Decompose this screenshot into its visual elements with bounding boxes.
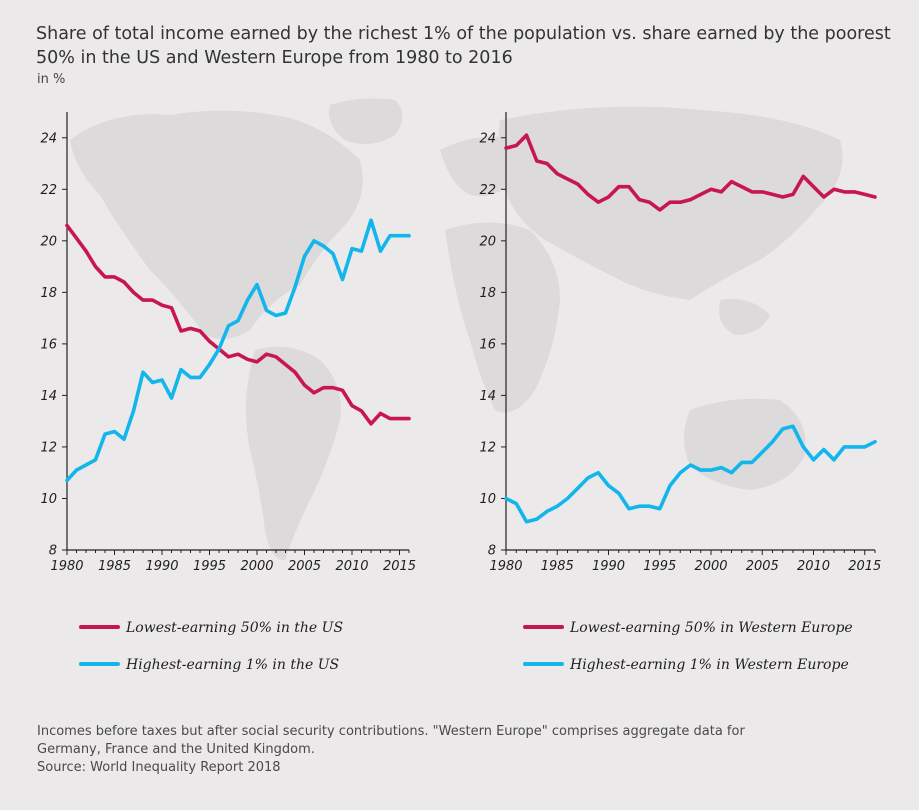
europe-series-line-low50 bbox=[504, 133, 877, 212]
map-north-america bbox=[70, 110, 363, 339]
europe-x-tick-label: 2005 bbox=[746, 559, 779, 574]
us-y-tick-label: 12 bbox=[40, 440, 57, 455]
legend-europe: Lowest-earning 50% in Western Europe Hig… bbox=[523, 620, 853, 673]
footnote-line-2: Germany, France and the United Kingdom. bbox=[37, 742, 315, 757]
legend-label-europe-low50: Lowest-earning 50% in Western Europe bbox=[569, 620, 853, 636]
europe-x-tick-label: 2010 bbox=[797, 559, 830, 574]
us-y-tick-label: 20 bbox=[40, 234, 57, 249]
europe-y-tick-label: 16 bbox=[479, 337, 496, 352]
us-y-tick-label: 10 bbox=[40, 492, 57, 507]
us-x-tick-label: 2005 bbox=[288, 559, 321, 574]
europe-x-tick-label: 1990 bbox=[592, 559, 625, 574]
map-south-america bbox=[246, 346, 341, 560]
europe-y-tick-label: 8 bbox=[488, 544, 496, 559]
europe-chart-panel: 8 10 12 14 16 18 20 22 24 1980 1985 1990 1995 2000 200… bbox=[479, 112, 881, 574]
us-series-line-top1 bbox=[65, 218, 411, 483]
europe-y-tick-label: 12 bbox=[479, 440, 496, 455]
chart-title: Share of total income earned by the rich… bbox=[36, 24, 891, 68]
europe-x-tick-label: 2015 bbox=[848, 559, 881, 574]
us-x-tick-label: 2015 bbox=[383, 559, 416, 574]
map-africa bbox=[445, 222, 560, 413]
europe-x-tick-label: 2000 bbox=[694, 559, 727, 574]
footnote: Incomes before taxes but after social se… bbox=[37, 723, 797, 777]
us-y-tick-label: 22 bbox=[40, 183, 57, 198]
europe-series-line-top1 bbox=[504, 424, 877, 524]
us-y-tick-label: 14 bbox=[40, 389, 57, 404]
europe-x-tick-label: 1980 bbox=[489, 559, 522, 574]
europe-y-tick-label: 10 bbox=[479, 492, 496, 507]
unit-label: in % bbox=[37, 72, 66, 87]
map-australia bbox=[684, 398, 806, 490]
map-southeast-asia bbox=[719, 299, 770, 335]
us-x-tick-label: 1985 bbox=[98, 559, 131, 574]
us-series-line-low50 bbox=[65, 223, 411, 426]
footnote-line-1: Incomes before taxes but after social se… bbox=[37, 724, 745, 739]
europe-x-tick-label: 1995 bbox=[643, 559, 676, 574]
us-x-tick-label: 2010 bbox=[335, 559, 368, 574]
us-x-tick-label: 1990 bbox=[145, 559, 178, 574]
us-y-tick-label: 18 bbox=[40, 286, 57, 301]
source-note: Source: World Inequality Report 2018 bbox=[37, 760, 281, 775]
europe-y-tick-label: 20 bbox=[479, 234, 496, 249]
us-x-tick-label: 1995 bbox=[193, 559, 226, 574]
legend-label-us-top1: Highest-earning 1% in the US bbox=[125, 657, 339, 673]
us-chart-panel: 8 10 12 14 16 18 20 22 24 1980 1985 1990 1995 2000 200… bbox=[40, 112, 416, 574]
map-greenland bbox=[329, 98, 403, 144]
legend-label-europe-top1: Highest-earning 1% in Western Europe bbox=[569, 657, 849, 673]
europe-y-tick-label: 24 bbox=[479, 131, 496, 146]
europe-y-tick-label: 22 bbox=[479, 183, 496, 198]
legend-us: Lowest-earning 50% in the US Highest-ear… bbox=[79, 620, 343, 673]
us-y-tick-label: 8 bbox=[49, 544, 57, 559]
us-x-tick-label: 2000 bbox=[240, 559, 273, 574]
us-y-tick-label: 16 bbox=[40, 337, 57, 352]
europe-y-tick-label: 18 bbox=[479, 286, 496, 301]
legend-label-us-low50: Lowest-earning 50% in the US bbox=[125, 620, 343, 636]
europe-y-tick-label: 14 bbox=[479, 389, 496, 404]
europe-x-tick-label: 1985 bbox=[541, 559, 574, 574]
us-y-tick-label: 24 bbox=[40, 131, 57, 146]
us-x-tick-label: 1980 bbox=[50, 559, 83, 574]
